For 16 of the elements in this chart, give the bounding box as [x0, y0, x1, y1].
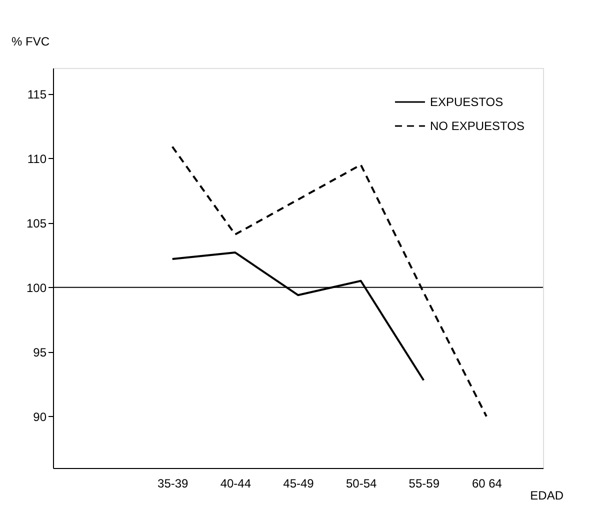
x-tick-label: 45-49	[283, 476, 314, 490]
x-axis-title: EDAD	[530, 488, 564, 502]
x-tick-label: 35-39	[158, 476, 189, 490]
x-tick-label: 60 64	[472, 476, 502, 490]
y-tick-label: 105	[26, 216, 47, 230]
legend-label: NO EXPUESTOS	[430, 119, 524, 133]
y-tick-label: 110	[27, 152, 47, 166]
y-tick-label: 115	[27, 87, 47, 102]
y-tick-label: 90	[33, 410, 47, 424]
y-tick-label: 100	[26, 280, 47, 295]
x-tick-label: 55-59	[408, 476, 440, 490]
x-tick-label: 40-44	[220, 476, 252, 490]
legend-label: EXPUESTOS	[430, 95, 504, 109]
x-tick-label: 50-54	[346, 476, 377, 490]
y-tick-label: 95	[33, 345, 47, 360]
y-axis-title: % FVC	[11, 34, 50, 48]
